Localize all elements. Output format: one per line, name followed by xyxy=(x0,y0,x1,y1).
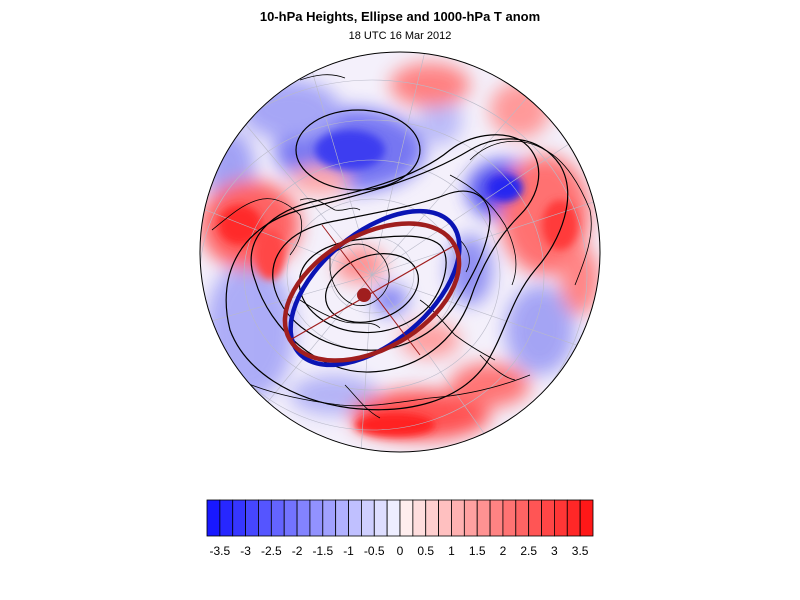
colorbar-tick-label: 2 xyxy=(500,544,507,558)
colorbar-swatches xyxy=(206,499,594,537)
colorbar-swatch xyxy=(425,499,440,537)
colorbar-tick-label: 3 xyxy=(551,544,558,558)
colorbar-swatch xyxy=(258,499,272,537)
colorbar-swatch xyxy=(579,499,594,537)
colorbar-swatch xyxy=(232,499,246,537)
colorbar-swatch xyxy=(309,499,324,537)
colorbar-tick-label: 0.5 xyxy=(417,544,434,558)
colorbar-swatch xyxy=(373,499,388,537)
colorbar-swatch xyxy=(206,499,221,537)
colorbar-swatch xyxy=(348,499,362,537)
colorbar-swatch xyxy=(386,499,401,537)
globe-outline xyxy=(199,51,601,453)
colorbar-tick-label: 0 xyxy=(397,544,404,558)
ellipse-axis-blue xyxy=(321,224,421,356)
colorbar-tick-label: -1.5 xyxy=(312,544,333,558)
colorbar-swatch xyxy=(554,499,568,537)
colorbar-tick-label: 1.5 xyxy=(469,544,486,558)
colorbar-swatch xyxy=(476,499,491,537)
colorbar-swatch xyxy=(438,499,452,537)
colorbar-tick-label: -2 xyxy=(292,544,303,558)
colorbar-swatch xyxy=(322,499,337,537)
colorbar-swatch xyxy=(502,499,517,537)
colorbar-tick-label: -0.5 xyxy=(364,544,385,558)
colorbar-swatch xyxy=(463,499,478,537)
colorbar-tick-label: 2.5 xyxy=(520,544,537,558)
colorbar-swatch xyxy=(566,499,581,537)
colorbar-swatch xyxy=(296,499,311,537)
colorbar-swatch xyxy=(541,499,555,537)
coastlines xyxy=(211,74,592,419)
colorbar-tick-label: -3 xyxy=(240,544,251,558)
colorbar-tick-label: 3.5 xyxy=(572,544,589,558)
colorbar-swatch xyxy=(283,499,298,537)
map-subtitle: 18 UTC 16 Mar 2012 xyxy=(348,30,452,42)
colorbar-swatch xyxy=(219,499,234,537)
colorbar-swatch xyxy=(515,499,530,537)
map-title: 10-hPa Heights, Ellipse and 1000-hPa T a… xyxy=(259,9,541,24)
colorbar-swatch xyxy=(335,499,349,537)
colorbar-swatch xyxy=(270,499,285,537)
colorbar-swatch xyxy=(412,499,427,537)
colorbar-tick-label: -2.5 xyxy=(261,544,282,558)
colorbar-swatch xyxy=(399,499,414,537)
colorbar-tick-label: 1 xyxy=(448,544,455,558)
colorbar-tick-labels: -3.5 -3 -2.5 -2 -1.5 -1 -0.5 0 0.5 1 1.5 2 2.5 3 3.5 xyxy=(210,544,589,558)
colorbar-swatch xyxy=(528,499,542,537)
colorbar-swatch xyxy=(489,499,504,537)
vortex-center-marker xyxy=(357,288,371,302)
colorbar-swatch xyxy=(451,499,465,537)
colorbar-swatch xyxy=(245,499,259,537)
colorbar-swatch xyxy=(360,499,375,537)
colorbar-tick-label: -3.5 xyxy=(210,544,231,558)
colorbar-tick-label: -1 xyxy=(343,544,354,558)
